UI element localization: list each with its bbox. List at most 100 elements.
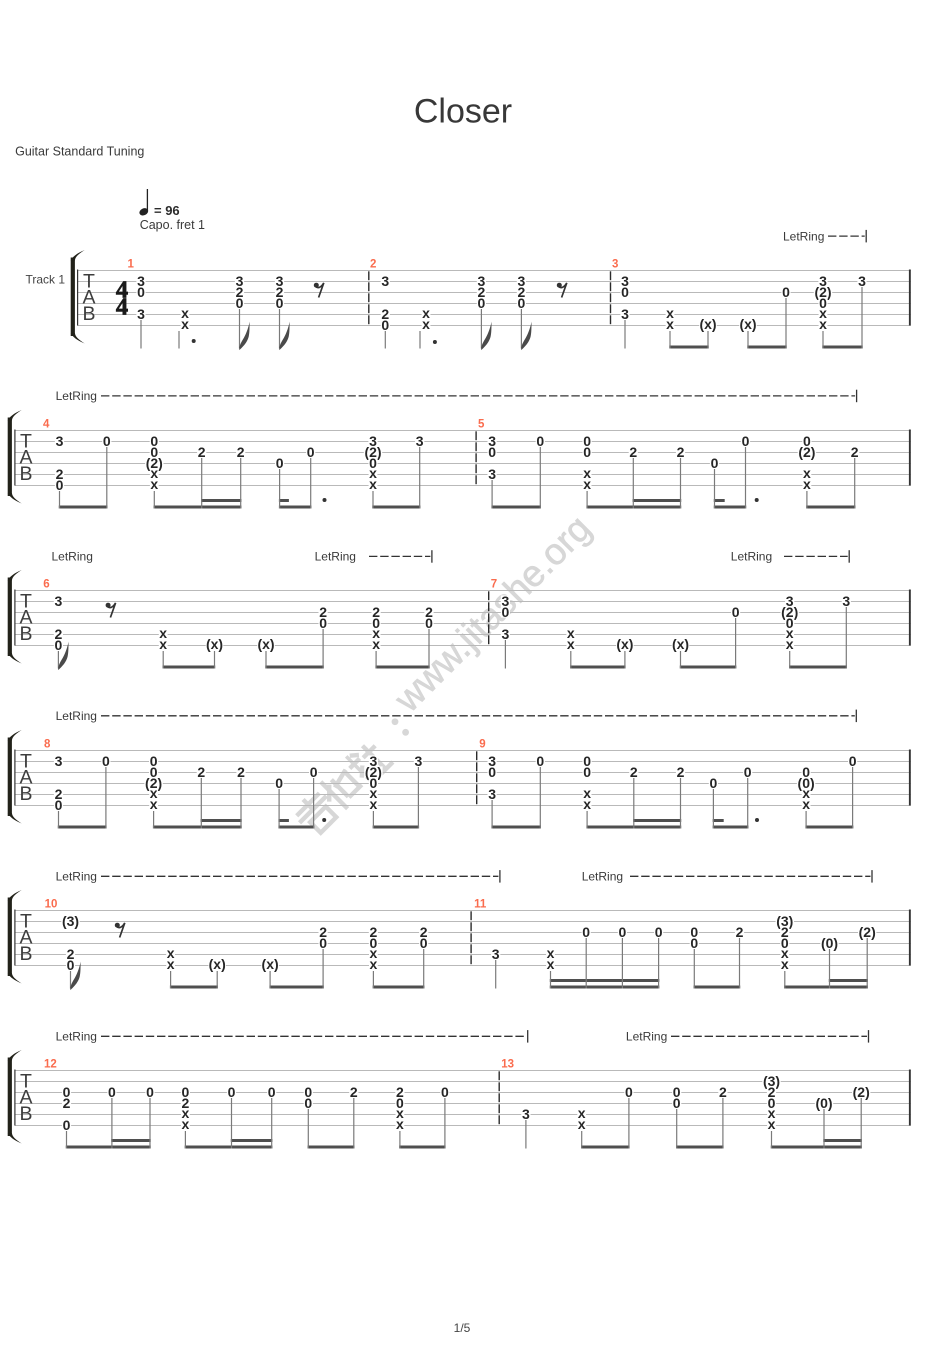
svg-text:0: 0 [304,1095,312,1111]
svg-text:0: 0 [228,1084,236,1100]
svg-text:3: 3 [621,273,629,289]
svg-text:x: x [802,796,810,812]
svg-text:0: 0 [803,433,811,449]
svg-text:3: 3 [56,433,64,449]
svg-text:0: 0 [268,1084,276,1100]
svg-text:A: A [19,1087,32,1109]
svg-text:5: 5 [478,419,485,431]
svg-text:0: 0 [307,444,315,460]
svg-text:A: A [19,607,32,629]
svg-text:x: x [422,305,430,321]
svg-text:2: 2 [276,284,284,300]
svg-text:(0): (0) [815,1095,832,1111]
svg-text:0: 0 [441,1084,449,1100]
svg-text:(2): (2) [859,924,876,940]
svg-text:3: 3 [55,753,63,769]
svg-text:x: x [370,796,378,812]
svg-text:0: 0 [55,797,63,813]
svg-text:T: T [83,270,95,292]
svg-text:2: 2 [629,444,637,460]
svg-text:0: 0 [478,295,486,311]
svg-text:2: 2 [677,764,685,780]
svg-text:0: 0 [55,637,63,653]
svg-text:2: 2 [182,1095,190,1111]
svg-text:2: 2 [236,284,244,300]
svg-text:0: 0 [108,1084,116,1100]
svg-text:4: 4 [116,294,128,321]
svg-text:(0): (0) [798,775,815,791]
svg-text:3: 3 [137,273,145,289]
svg-text:3: 3 [819,273,827,289]
svg-text:3: 3 [522,1106,530,1122]
svg-text:x: x [369,476,377,492]
svg-text:3: 3 [381,273,389,289]
svg-text:B: B [19,783,32,805]
svg-text:0: 0 [625,1084,633,1100]
svg-text:0: 0 [583,764,591,780]
svg-text:0: 0 [150,444,158,460]
svg-text:T: T [20,590,32,612]
svg-text:x: x [578,1116,586,1132]
svg-text:x: x [370,785,378,801]
svg-text:(2): (2) [146,455,163,471]
svg-text:(2): (2) [853,1084,870,1100]
svg-text:0: 0 [655,924,663,940]
svg-text:2: 2 [396,1084,404,1100]
svg-text:x: x [768,1105,776,1121]
svg-text:(x): (x) [672,636,689,652]
svg-text:LetRing: LetRing [52,550,93,564]
svg-text:4: 4 [43,419,50,431]
svg-text:0: 0 [425,615,433,631]
svg-text:x: x [567,636,575,652]
svg-text:0: 0 [536,753,544,769]
svg-text:(2): (2) [365,764,382,780]
svg-text:LetRing: LetRing [56,709,97,723]
svg-text:A: A [19,767,32,789]
svg-text:LetRing: LetRing [626,1030,667,1044]
svg-text:2: 2 [420,924,428,940]
svg-text:0: 0 [744,764,752,780]
svg-text:0: 0 [369,455,377,471]
svg-text:0: 0 [370,935,378,951]
svg-text:x: x [167,945,175,961]
svg-text:A: A [19,447,32,469]
svg-text:x: x [396,1116,404,1132]
svg-text:(2): (2) [364,444,381,460]
svg-text:0: 0 [621,284,629,300]
svg-text:0: 0 [63,1084,71,1100]
svg-text:0: 0 [396,1095,404,1111]
svg-text:x: x [372,636,380,652]
svg-text:(2): (2) [781,604,798,620]
svg-text:0: 0 [319,935,327,951]
svg-text:LetRing: LetRing [731,550,772,564]
svg-text:0: 0 [370,775,378,791]
svg-text:0: 0 [63,1117,71,1133]
svg-text:0: 0 [732,604,740,620]
svg-text:x: x [370,945,378,961]
svg-text:LetRing: LetRing [56,1030,97,1044]
svg-text:0: 0 [583,444,591,460]
svg-text:x: x [159,625,167,641]
svg-text:x: x [547,945,555,961]
svg-text:(x): (x) [699,316,716,332]
svg-text:T: T [20,750,32,772]
svg-text:x: x [182,1116,190,1132]
svg-text:(2): (2) [814,284,831,300]
svg-text:x: x [786,625,794,641]
svg-text:0: 0 [710,775,718,791]
svg-text:(x): (x) [257,636,274,652]
svg-text:x: x [802,785,810,801]
svg-text:x: x [583,465,591,481]
svg-text:0: 0 [276,455,284,471]
svg-text:x: x [781,956,789,972]
svg-text:1: 1 [128,259,135,271]
svg-text:0: 0 [786,615,794,631]
svg-text:2: 2 [67,946,75,962]
svg-text:(3): (3) [62,913,79,929]
svg-text:12: 12 [44,1059,57,1071]
svg-text:3: 3 [842,593,850,609]
svg-text:2: 2 [677,444,685,460]
svg-text:1/5: 1/5 [454,1321,471,1335]
svg-text:0: 0 [502,604,510,620]
svg-text:2: 2 [630,764,638,780]
